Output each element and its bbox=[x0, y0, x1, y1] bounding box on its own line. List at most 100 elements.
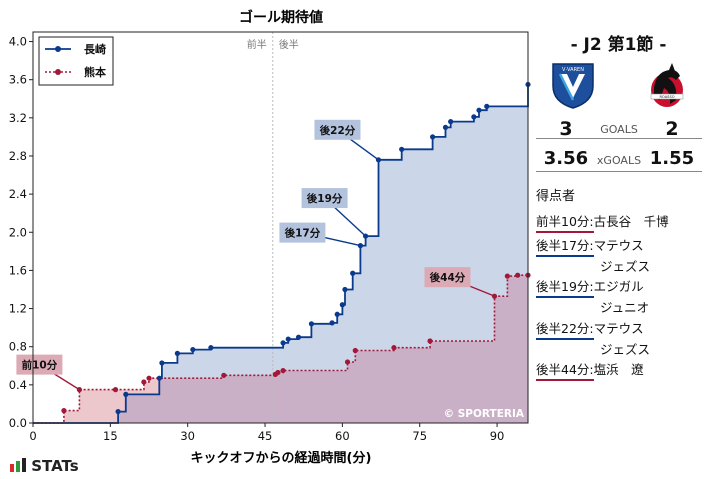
scorer-time: 後半17分: bbox=[536, 235, 594, 257]
goals-label: GOALS bbox=[600, 123, 638, 136]
x-tick-label: 75 bbox=[412, 429, 427, 443]
goal-label: 後44分 bbox=[429, 271, 466, 284]
scorer-name: エジガル bbox=[593, 279, 644, 294]
y-tick-label: 1.2 bbox=[9, 302, 27, 316]
stats-logo: STATs bbox=[10, 457, 79, 475]
away-xg-point bbox=[112, 387, 119, 393]
second-half-label: 後半 bbox=[279, 38, 299, 51]
away-crest-icon: ROASSO bbox=[650, 63, 684, 107]
home-xg-point bbox=[342, 286, 348, 293]
scorer-item: 後半44分:塩浜 遼 bbox=[536, 359, 644, 381]
y-tick-label: 3.6 bbox=[9, 73, 27, 87]
scorer-item: 後半17分:マテウス ジェズス bbox=[536, 235, 650, 274]
scorer-name: マテウス bbox=[593, 238, 644, 253]
goal-label: 後17分 bbox=[284, 227, 321, 240]
home-xg-point bbox=[430, 134, 436, 140]
scorer-name: 塩浜 遼 bbox=[593, 362, 644, 377]
home-crest-icon: V·VAREN bbox=[552, 63, 594, 109]
away-xg: 1.55 bbox=[649, 148, 695, 169]
goal-label: 前10分 bbox=[22, 359, 58, 372]
chart-title: ゴール期待値 bbox=[239, 9, 323, 26]
x-tick-label: 30 bbox=[180, 429, 195, 443]
away-xg-point bbox=[515, 272, 521, 278]
away-xg-point bbox=[344, 359, 351, 365]
away-xg-point bbox=[141, 379, 147, 385]
y-tick-label: 1.6 bbox=[9, 263, 27, 277]
goal-label-box bbox=[301, 188, 348, 209]
scorer-name: 古長谷 千博 bbox=[593, 214, 669, 229]
goal-label: 後19分 bbox=[306, 192, 343, 205]
legend-away-label: 熊本 bbox=[84, 65, 106, 79]
away-xg-point bbox=[221, 372, 227, 378]
x-tick-label: 90 bbox=[490, 429, 505, 443]
home-xg-point bbox=[350, 270, 356, 276]
home-xg-point bbox=[159, 360, 165, 366]
scorer-item: 前半10分:古長谷 千博 bbox=[536, 211, 669, 233]
legend-away-marker bbox=[55, 69, 61, 75]
home-xg: 3.56 bbox=[543, 148, 589, 169]
x-tick-label: 15 bbox=[103, 429, 118, 443]
scorer-name-line2: ジュニオ bbox=[600, 300, 650, 315]
goal-label-box bbox=[279, 222, 326, 243]
home-xg-point bbox=[484, 103, 490, 109]
home-xg-point bbox=[399, 146, 405, 152]
home-xg-point bbox=[308, 321, 315, 327]
home-goals: 3 bbox=[559, 118, 573, 140]
goal-label-box bbox=[424, 267, 471, 288]
scorer-time: 後半44分: bbox=[536, 359, 594, 381]
away-xg-point bbox=[352, 347, 358, 354]
home-xg-point bbox=[295, 334, 302, 340]
home-crest-text: V·VAREN bbox=[562, 67, 584, 73]
home-xg-point bbox=[329, 320, 335, 326]
x-tick-label: 45 bbox=[258, 429, 273, 443]
y-tick-label: 3.2 bbox=[9, 111, 27, 125]
home-xg-point bbox=[174, 350, 180, 356]
y-tick-label: 2.8 bbox=[9, 149, 27, 163]
goal-label-box bbox=[16, 354, 63, 375]
scorer-item: 後半19分:エジガル ジュニオ bbox=[536, 276, 649, 315]
legend-home-label: 長崎 bbox=[84, 42, 106, 56]
away-xg-point bbox=[391, 345, 397, 351]
scorer-name-line2: ジェズス bbox=[600, 259, 651, 274]
y-tick-label: 2.4 bbox=[9, 187, 27, 201]
scorer-time: 後半22分: bbox=[536, 318, 594, 340]
y-tick-label: 0.0 bbox=[9, 416, 27, 430]
home-xg-point bbox=[115, 408, 121, 415]
away-xg-point bbox=[427, 338, 433, 344]
home-xg-point bbox=[190, 346, 196, 353]
bar-chart-icon bbox=[10, 458, 26, 472]
home-xg-point bbox=[280, 340, 286, 346]
x-tick-label: 60 bbox=[335, 429, 350, 443]
home-xg-point bbox=[285, 336, 291, 342]
away-xg-point bbox=[504, 273, 510, 279]
y-tick-label: 2.0 bbox=[9, 225, 27, 239]
scorer-name: マテウス bbox=[593, 321, 644, 336]
home-xg-point bbox=[471, 114, 477, 120]
goal-label: 後22分 bbox=[319, 124, 356, 137]
match-title: - J2 第1節 - bbox=[570, 35, 667, 55]
y-tick-label: 0.4 bbox=[9, 378, 27, 392]
legend-box bbox=[38, 36, 114, 86]
home-xg-point bbox=[208, 345, 214, 351]
scorers-title: 得点者 bbox=[536, 189, 576, 204]
home-xg-point bbox=[334, 311, 340, 317]
home-xg-point bbox=[476, 107, 482, 113]
home-xg-point bbox=[339, 302, 345, 308]
x-tick-label: 0 bbox=[29, 429, 36, 443]
overlap-xg-area bbox=[33, 275, 528, 423]
away-xg-point bbox=[61, 408, 67, 414]
scorer-item: 後半22分:マテウス ジェズス bbox=[536, 318, 650, 357]
away-goals: 2 bbox=[665, 118, 679, 140]
match-summary-panel: - J2 第1節 - V·VAREN ROASSO 3 GOALS 2 3.56… bbox=[530, 0, 707, 400]
y-tick-label: 4.0 bbox=[9, 35, 27, 49]
plot-frame bbox=[32, 31, 529, 424]
home-xg-area bbox=[33, 84, 528, 423]
scorer-time: 後半19分: bbox=[536, 276, 594, 298]
legend-home-marker bbox=[55, 46, 61, 52]
first-half-label: 前半 bbox=[247, 38, 267, 51]
away-xg-point bbox=[146, 375, 152, 381]
scorer-name-line2: ジェズス bbox=[600, 342, 651, 357]
away-xg-point bbox=[280, 367, 286, 374]
goal-label-box bbox=[314, 119, 361, 140]
